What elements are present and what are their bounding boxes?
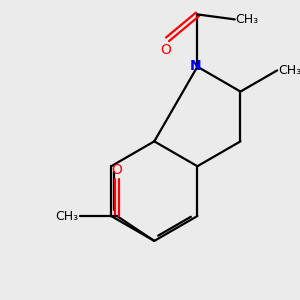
Text: CH₃: CH₃ (278, 64, 300, 77)
Text: O: O (112, 163, 122, 176)
Text: O: O (160, 43, 171, 57)
Text: CH₃: CH₃ (56, 209, 79, 223)
Text: N: N (190, 59, 202, 73)
Text: CH₃: CH₃ (236, 13, 259, 26)
